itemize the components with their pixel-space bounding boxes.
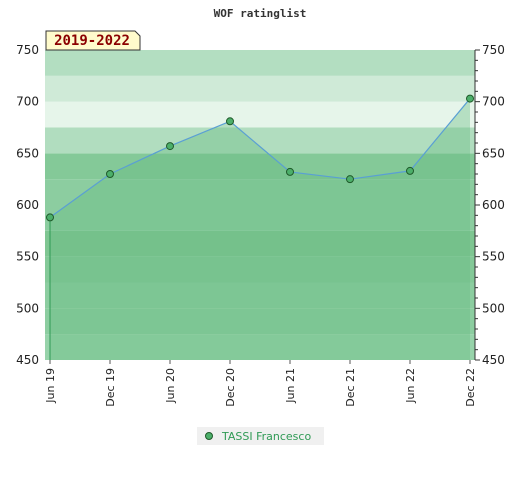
x-tick-label: Dec 22 bbox=[464, 368, 477, 407]
legend-box bbox=[197, 427, 324, 445]
legend-marker-icon bbox=[205, 432, 213, 440]
left-y-tick-label: 650 bbox=[16, 146, 39, 160]
x-tick-label: Jun 20 bbox=[164, 368, 177, 404]
period-badge-box bbox=[45, 30, 141, 51]
right-y-tick-label: 650 bbox=[482, 146, 505, 160]
x-tick-label: Dec 19 bbox=[104, 368, 117, 407]
series-area bbox=[50, 98, 470, 361]
background-band bbox=[45, 101, 475, 128]
background-band bbox=[45, 230, 475, 257]
background-band bbox=[45, 179, 475, 205]
x-tick-label: Dec 21 bbox=[344, 368, 357, 407]
data-point-marker bbox=[226, 117, 234, 126]
right-y-tick-label: 550 bbox=[482, 250, 505, 264]
x-tick-label: Jun 21 bbox=[284, 368, 297, 404]
background-band bbox=[45, 153, 475, 180]
period-badge: 2019-2022 bbox=[45, 30, 141, 51]
background-bands bbox=[45, 50, 475, 360]
background-band bbox=[45, 256, 475, 283]
data-point-marker bbox=[346, 175, 354, 184]
background-band bbox=[45, 127, 475, 154]
right-y-tick-label: 500 bbox=[482, 301, 505, 315]
right-y-tick-label: 750 bbox=[482, 43, 505, 57]
background-band bbox=[45, 205, 475, 231]
left-y-tick-label: 750 bbox=[16, 43, 39, 57]
x-tick-label: Jun 19 bbox=[44, 368, 57, 404]
legend[interactable]: TASSI Francesco bbox=[197, 427, 324, 445]
left-y-tick-label: 700 bbox=[16, 95, 39, 109]
background-band bbox=[45, 50, 475, 76]
left-y-tick-label: 550 bbox=[16, 250, 39, 264]
data-point-marker bbox=[106, 170, 114, 178]
data-point-marker bbox=[406, 166, 414, 175]
data-point-marker bbox=[166, 142, 174, 151]
background-band bbox=[45, 75, 475, 102]
axes: 450 450 500 500 550 550 600 600 650 650 700 700 750 7… bbox=[16, 43, 505, 407]
data-point-marker bbox=[286, 167, 294, 176]
x-tick-label: Dec 20 bbox=[224, 368, 237, 407]
background-band bbox=[45, 334, 475, 360]
data-point-marker bbox=[46, 213, 54, 222]
data-point-marker bbox=[466, 94, 474, 103]
legend-series-label: TASSI Francesco bbox=[221, 430, 311, 443]
right-y-tick-label: 600 bbox=[482, 198, 505, 212]
data-points bbox=[46, 94, 474, 222]
left-y-tick-label: 500 bbox=[16, 301, 39, 315]
background-band bbox=[45, 308, 475, 335]
x-tick-label: Jun 22 bbox=[404, 368, 417, 404]
left-y-tick-label: 600 bbox=[16, 198, 39, 212]
chart-title: WOF ratinglist bbox=[214, 7, 307, 20]
series-line bbox=[49, 98, 471, 218]
period-badge-text: 2019-2022 bbox=[54, 33, 130, 49]
background-band bbox=[45, 282, 475, 309]
right-y-tick-label: 700 bbox=[482, 95, 505, 109]
right-y-tick-label: 450 bbox=[482, 353, 505, 367]
left-y-tick-label: 450 bbox=[16, 353, 39, 367]
area-layer bbox=[49, 98, 471, 361]
